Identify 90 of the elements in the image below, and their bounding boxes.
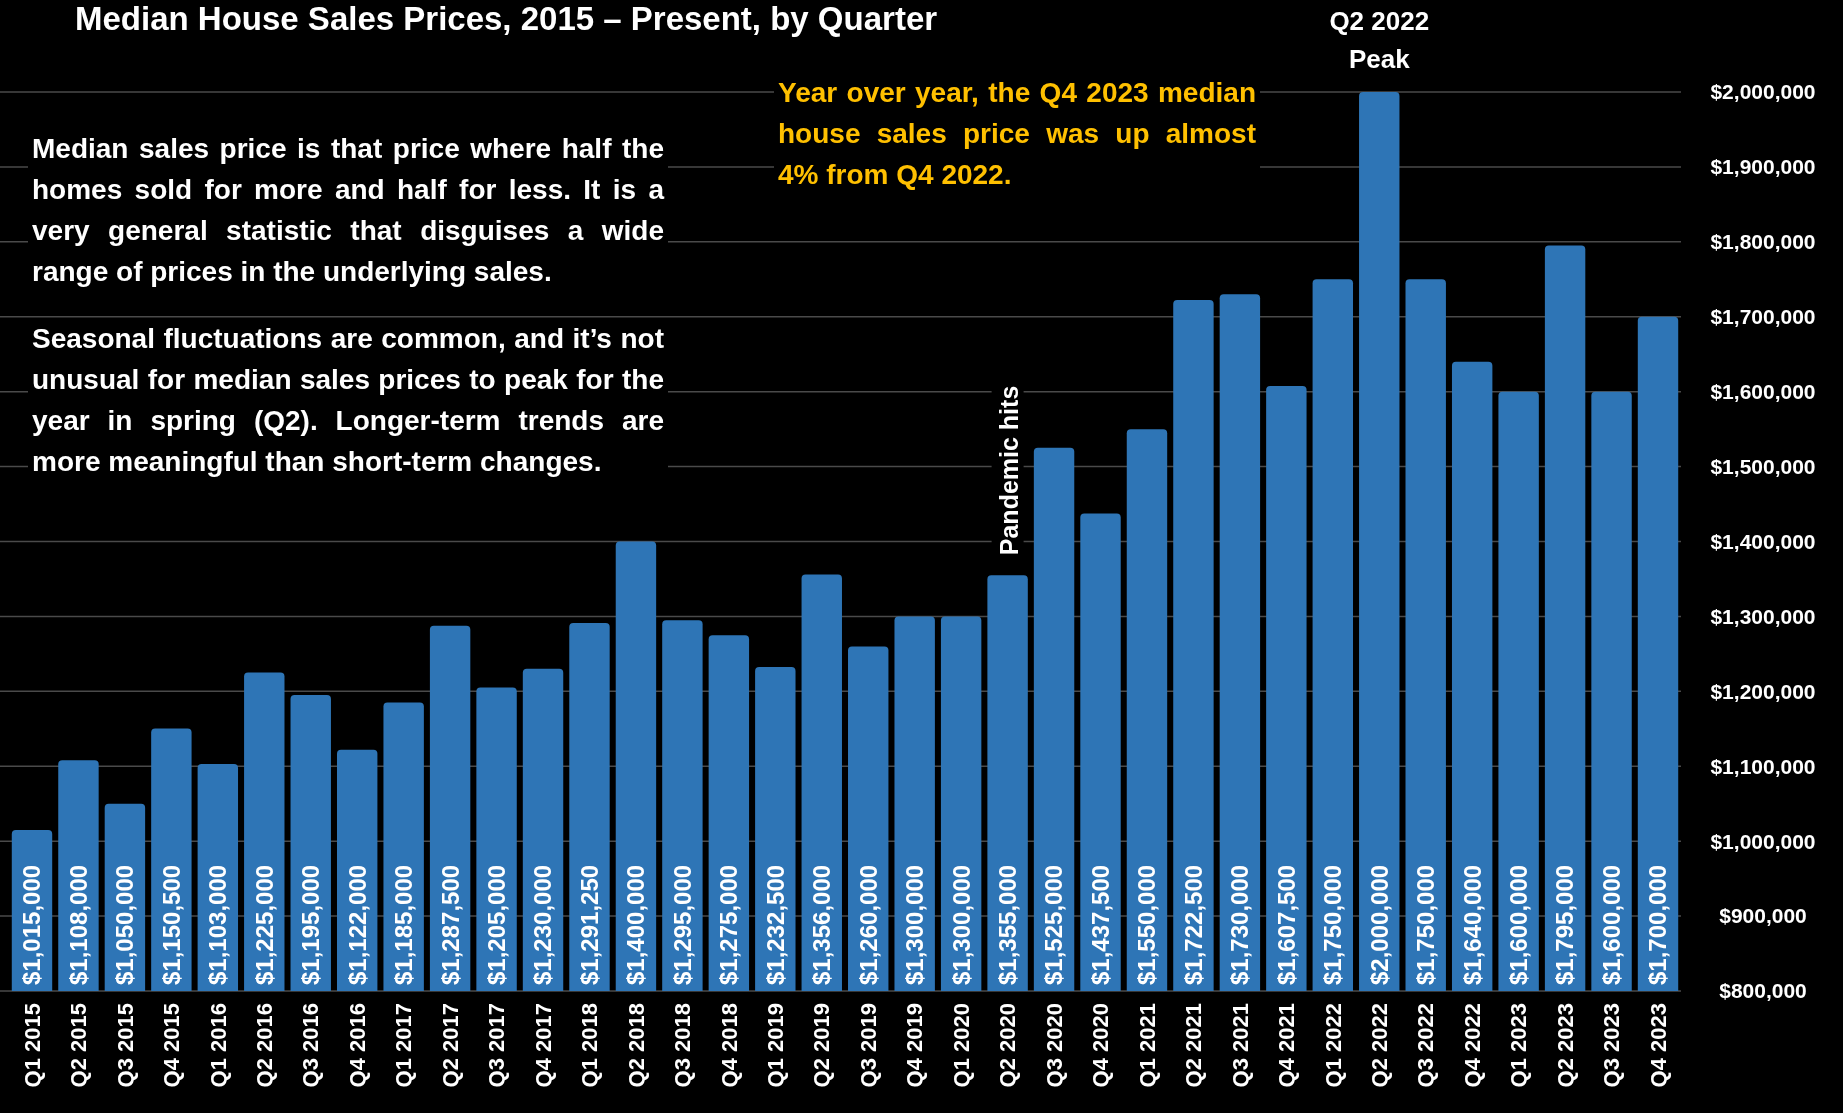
data-label: $1,795,000	[1551, 864, 1579, 985]
data-label: $1,150,500	[157, 864, 185, 985]
x-tick-label: Q4 2018	[716, 1003, 742, 1088]
data-label: $1,437,500	[1086, 864, 1114, 985]
x-tick-label: Q4 2020	[1088, 1003, 1114, 1088]
data-label: $1,260,000	[854, 864, 882, 985]
data-label: $1,275,000	[715, 864, 743, 985]
x-tick-label: Q1 2018	[577, 1003, 603, 1088]
x-tick-label: Q3 2016	[298, 1003, 324, 1088]
data-label: $1,607,500	[1272, 864, 1300, 985]
x-tick-label: Q3 2020	[1041, 1003, 1067, 1088]
x-tick-label: Q4 2023	[1645, 1003, 1671, 1088]
y-tick-label: $1,000,000	[1710, 829, 1816, 853]
data-label: $1,400,000	[622, 864, 650, 985]
y-tick-label: $900,000	[1719, 904, 1807, 928]
annotation: Seasonal fluctuations are common, and it’s not unusual for median sales prices to peak for the year in spring (Q2). Longer-term trends are more meaningful than short-term changes.	[28, 318, 668, 482]
data-label: $1,640,000	[1458, 864, 1486, 985]
y-tick-label: $1,400,000	[1710, 529, 1816, 553]
data-label: $1,750,000	[1319, 864, 1347, 985]
data-label: $1,550,000	[1133, 864, 1161, 985]
x-tick-label: Q2 2019	[809, 1003, 835, 1088]
chart-title: Median House Sales Prices, 2015 – Present, by Quarter	[75, 0, 938, 37]
x-tick-label: Q2 2022	[1366, 1003, 1392, 1088]
data-label: $1,205,000	[482, 864, 510, 985]
y-tick-label: $1,800,000	[1710, 230, 1816, 254]
annotation: Median sales price is that price where half the homes sold for more and half for less. It is a very general statistic that disguises a wide range of prices in the underlying sales.	[28, 128, 668, 292]
x-tick-label: Q3 2018	[670, 1003, 696, 1088]
x-tick-label: Q4 2015	[159, 1003, 185, 1088]
x-tick-label: Q1 2017	[391, 1003, 417, 1088]
data-label: $1,291,250	[575, 864, 603, 985]
data-label: $1,722,500	[1179, 864, 1207, 985]
data-label: $1,730,000	[1226, 864, 1254, 985]
data-label: $1,287,500	[436, 864, 464, 985]
annotation: Q2 2022 Peak	[1329, 6, 1430, 74]
data-label: $1,355,000	[994, 864, 1021, 985]
x-tick-label: Q2 2021	[1181, 1003, 1207, 1088]
y-tick-label: $2,000,000	[1710, 80, 1816, 104]
x-tick-label: Q1 2019	[763, 1003, 789, 1088]
y-tick-label: $1,900,000	[1710, 155, 1816, 179]
data-label: $1,300,000	[901, 864, 929, 985]
data-label: $1,750,000	[1412, 864, 1440, 985]
y-tick-label: $1,600,000	[1710, 380, 1816, 404]
x-tick-label: Q4 2019	[902, 1003, 928, 1088]
y-tick-label: $1,100,000	[1710, 754, 1816, 778]
x-tick-label: Q3 2015	[112, 1003, 138, 1088]
x-tick-label: Q2 2015	[66, 1003, 92, 1088]
y-tick-label: $1,200,000	[1710, 679, 1816, 703]
x-tick-label: Q2 2017	[437, 1003, 463, 1088]
x-tick-label: Q1 2021	[1134, 1003, 1160, 1088]
y-tick-label: $1,300,000	[1710, 604, 1816, 628]
data-label: $1,185,000	[390, 864, 418, 985]
x-tick-label: Q2 2018	[623, 1003, 649, 1088]
x-tick-label: Q1 2015	[19, 1003, 45, 1088]
annotation: Year over year, the Q4 2023 median house sales price was up almost 4% from Q4 2022.	[774, 72, 1260, 195]
data-label: $1,525,000	[1040, 864, 1068, 985]
data-label: $1,225,000	[250, 864, 278, 985]
x-tick-label: Q2 2016	[251, 1003, 277, 1088]
y-tick-label: $800,000	[1719, 979, 1807, 1003]
annotation: Pandemic hits	[995, 385, 1024, 556]
x-tick-label: Q1 2023	[1506, 1003, 1532, 1088]
x-tick-label: Q1 2022	[1320, 1003, 1346, 1088]
x-tick-label: Q3 2023	[1599, 1003, 1625, 1088]
data-label: $1,195,000	[297, 864, 325, 985]
data-label: $2,000,000	[1365, 864, 1393, 985]
data-label: $1,300,000	[947, 864, 975, 985]
y-tick-label: $1,500,000	[1710, 454, 1816, 478]
data-label: $1,600,000	[1505, 864, 1533, 985]
x-tick-label: Q1 2020	[948, 1003, 974, 1088]
data-label: $1,600,000	[1597, 864, 1625, 985]
x-tick-label: Q4 2021	[1274, 1003, 1300, 1088]
x-tick-label: Q2 2020	[995, 1003, 1021, 1088]
x-tick-label: Q3 2019	[855, 1003, 881, 1088]
data-label: $1,103,000	[204, 864, 232, 985]
x-tick-label: Q4 2016	[344, 1003, 370, 1088]
x-tick-label: Q4 2017	[530, 1003, 556, 1088]
data-label: $1,356,000	[808, 864, 836, 985]
data-label: $1,230,000	[529, 864, 557, 985]
data-label: $1,122,000	[343, 864, 371, 985]
x-tick-label: Q2 2023	[1552, 1003, 1578, 1088]
x-tick-label: Q1 2016	[205, 1003, 231, 1088]
y-tick-label: $1,700,000	[1710, 305, 1816, 329]
data-label: $1,108,000	[64, 864, 92, 985]
x-tick-label: Q3 2021	[1227, 1003, 1253, 1088]
data-label: $1,015,000	[18, 864, 46, 985]
data-label: $1,232,500	[761, 864, 789, 985]
x-tick-label: Q3 2022	[1413, 1003, 1439, 1088]
x-tick-label: Q3 2017	[484, 1003, 510, 1088]
x-tick-label: Q4 2022	[1459, 1003, 1485, 1088]
data-label: $1,050,000	[111, 864, 139, 985]
data-label: $1,295,000	[668, 864, 696, 985]
